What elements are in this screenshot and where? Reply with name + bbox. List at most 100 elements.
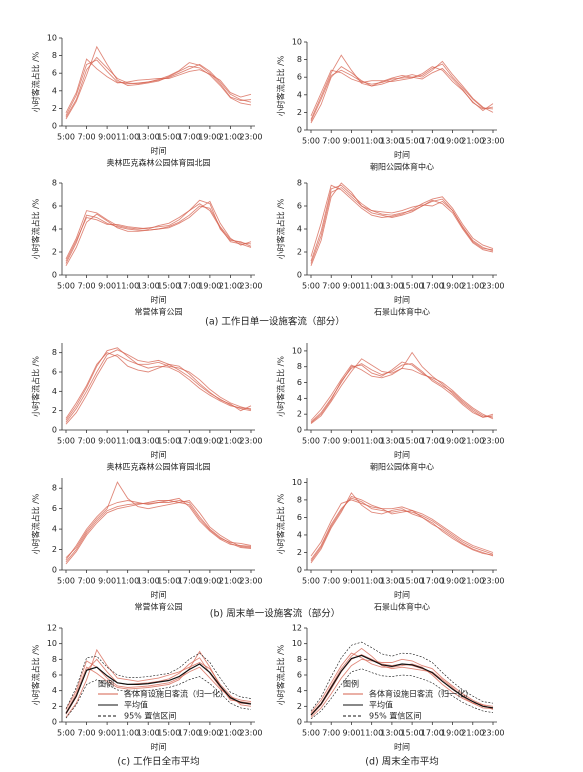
- x-tick-label: 7:00: [322, 282, 340, 291]
- y-tick-label: 2: [52, 545, 57, 554]
- y-tick-label: 8: [52, 655, 57, 664]
- x-tick-label: 13:00: [380, 729, 403, 738]
- legend-label: 平均值: [369, 700, 393, 710]
- x-tick-label: 15:00: [401, 282, 424, 291]
- y-tick-label: 8: [297, 55, 302, 64]
- x-tick-label: 21:00: [219, 437, 242, 446]
- x-tick-label: 23:00: [239, 729, 262, 738]
- y-tick-label: 2: [52, 248, 57, 257]
- y-tick-label: 2: [52, 406, 57, 415]
- y-axis-label: 小时客流占比 /%: [276, 198, 286, 259]
- x-tick-label: 11:00: [360, 437, 383, 446]
- x-tick-label: 23:00: [239, 282, 262, 291]
- x-axis-label: 时间: [151, 450, 167, 460]
- x-tick-label: 19:00: [441, 729, 464, 738]
- caption: (b) 周末单一设施客流（部分）: [210, 608, 340, 620]
- x-tick-label: 7:00: [78, 729, 96, 738]
- y-tick-label: 6: [52, 69, 57, 78]
- y-tick-label: 0: [297, 718, 302, 727]
- x-tick-label: 21:00: [219, 282, 242, 291]
- facility-line: [310, 60, 494, 124]
- y-tick-label: 0: [52, 426, 57, 435]
- x-tick-label: 19:00: [198, 437, 221, 446]
- facility-line: [65, 352, 252, 419]
- x-tick-label: 7:00: [322, 577, 340, 586]
- facility-line: [65, 347, 252, 421]
- x-tick-label: 7:00: [78, 437, 96, 446]
- x-tick-label: 23:00: [481, 437, 504, 446]
- x-tick-label: 5:00: [302, 729, 320, 738]
- legend-label: 各体育设施日客流（归一化）: [124, 689, 228, 699]
- x-tick-label: 9:00: [342, 729, 360, 738]
- panel-title: 朝阳公园体育中心: [370, 162, 434, 172]
- x-tick-label: 7:00: [322, 729, 340, 738]
- x-tick-label: 21:00: [461, 282, 484, 291]
- y-tick-label: 8: [52, 484, 57, 493]
- x-tick-label: 13:00: [380, 437, 403, 446]
- x-tick-label: 15:00: [157, 437, 180, 446]
- caption: (c) 工作日全市平均: [117, 756, 199, 768]
- facility-line: [65, 500, 252, 563]
- facility-line: [65, 203, 252, 262]
- y-tick-label: 0: [52, 122, 57, 131]
- x-tick-label: 19:00: [198, 282, 221, 291]
- x-tick-label: 21:00: [219, 133, 242, 142]
- x-tick-label: 19:00: [441, 437, 464, 446]
- facility-line: [310, 364, 494, 421]
- x-tick-label: 5:00: [57, 437, 75, 446]
- x-tick-label: 11:00: [116, 282, 139, 291]
- x-tick-label: 15:00: [401, 577, 424, 586]
- x-tick-label: 23:00: [481, 282, 504, 291]
- facility-line: [310, 495, 494, 562]
- x-tick-label: 5:00: [302, 577, 320, 586]
- y-tick-label: 4: [297, 225, 302, 234]
- panel-title: 石景山体育中心: [374, 602, 430, 612]
- x-tick-label: 17:00: [178, 282, 201, 291]
- facility-line: [65, 199, 252, 260]
- facility-line: [310, 66, 494, 117]
- x-tick-label: 15:00: [401, 137, 424, 146]
- x-tick-label: 19:00: [198, 577, 221, 586]
- x-tick-label: 11:00: [116, 133, 139, 142]
- x-tick-label: 9:00: [342, 282, 360, 291]
- y-tick-label: 2: [52, 702, 57, 711]
- y-tick-label: 0: [297, 126, 302, 135]
- y-axis-label: 小时客流占比 /%: [276, 55, 286, 116]
- x-tick-label: 19:00: [441, 137, 464, 146]
- y-tick-label: 4: [52, 86, 57, 95]
- y-tick-label: 4: [297, 90, 302, 99]
- y-tick-label: 0: [52, 271, 57, 280]
- x-tick-label: 21:00: [219, 729, 242, 738]
- x-tick-label: 9:00: [98, 729, 116, 738]
- x-tick-label: 21:00: [461, 577, 484, 586]
- panel-title: 朝阳公园体育中心: [370, 462, 434, 472]
- facility-line: [65, 354, 252, 425]
- x-tick-label: 5:00: [57, 282, 75, 291]
- y-axis-label: 小时客流占比 /%: [276, 493, 286, 554]
- y-tick-label: 4: [52, 387, 57, 396]
- y-axis-label: 小时客流占比 /%: [276, 356, 286, 417]
- y-axis-label: 小时客流占比 /%: [31, 644, 41, 705]
- y-tick-label: 6: [52, 504, 57, 513]
- x-tick-label: 5:00: [302, 282, 320, 291]
- panel-title: 奥林匹克森林公园体育园北园: [107, 462, 211, 472]
- x-tick-label: 7:00: [322, 437, 340, 446]
- x-tick-label: 21:00: [219, 577, 242, 586]
- x-tick-label: 21:00: [461, 137, 484, 146]
- facility-line: [310, 63, 494, 122]
- y-tick-label: 10: [292, 639, 302, 648]
- y-tick-label: 6: [297, 73, 302, 82]
- x-tick-label: 11:00: [360, 282, 383, 291]
- y-tick-label: 10: [292, 38, 302, 47]
- x-tick-label: 9:00: [342, 577, 360, 586]
- facility-line: [310, 351, 494, 425]
- x-tick-label: 5:00: [302, 137, 320, 146]
- facility-line: [310, 499, 494, 557]
- facility-line: [310, 652, 494, 713]
- x-tick-label: 23:00: [481, 729, 504, 738]
- y-axis-label: 小时客流占比 /%: [31, 493, 41, 554]
- y-tick-label: 6: [52, 202, 57, 211]
- x-axis-label: 时间: [394, 150, 410, 160]
- panel-title: 石景山体育中心: [374, 307, 430, 317]
- y-tick-label: 8: [52, 348, 57, 357]
